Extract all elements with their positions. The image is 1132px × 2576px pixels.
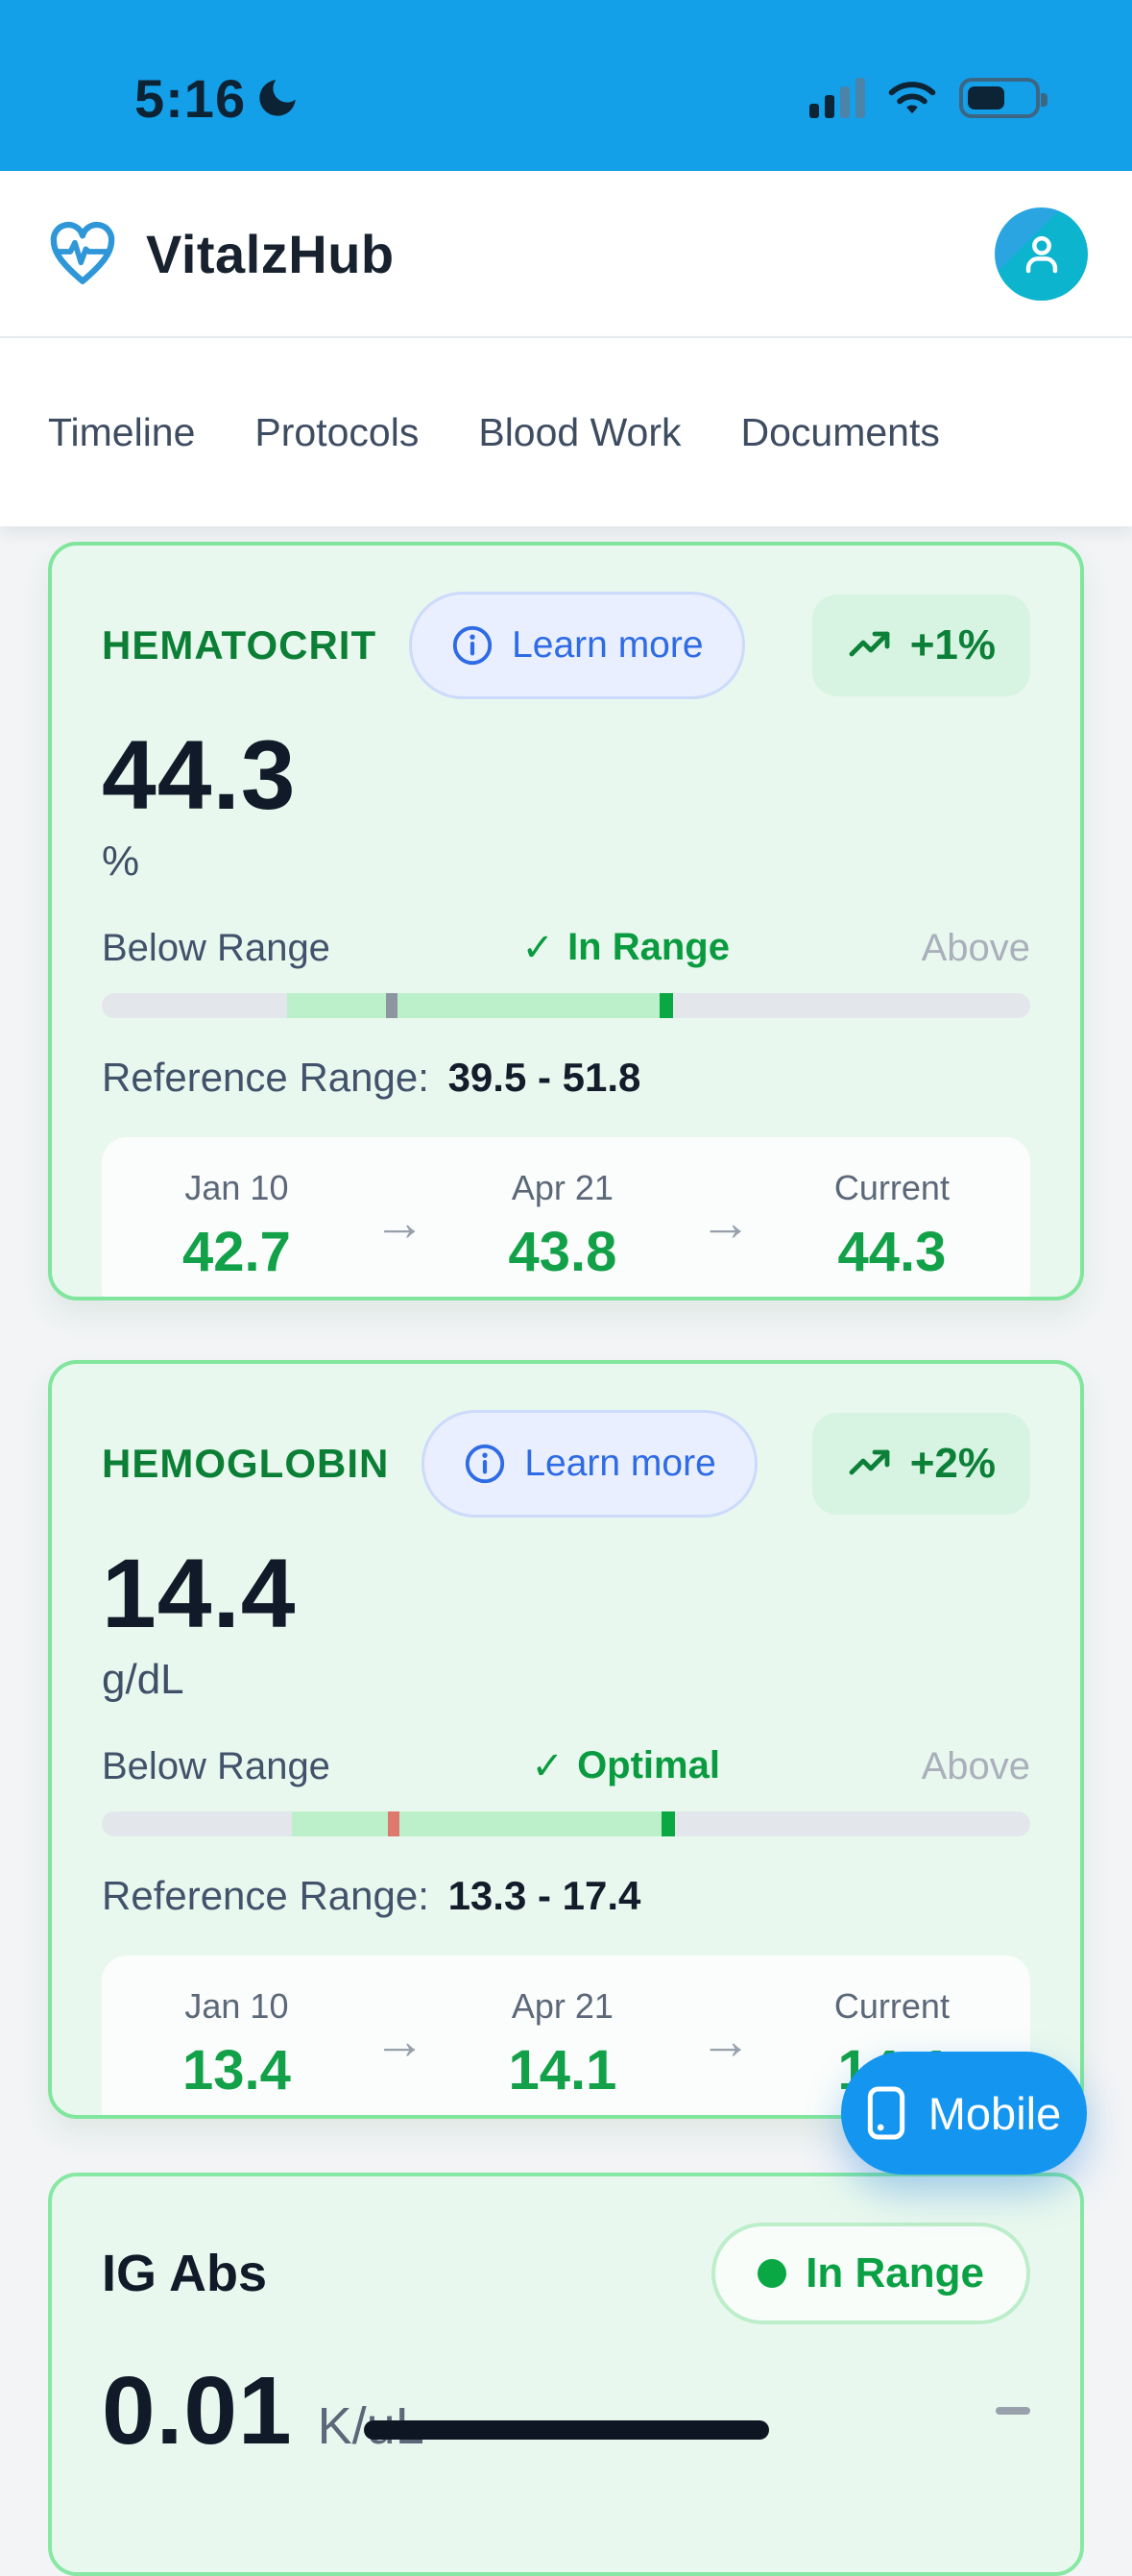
- collapse-dash-icon[interactable]: [996, 2407, 1030, 2415]
- mobile-button-label: Mobile: [927, 2087, 1062, 2139]
- history-label: Current: [833, 1986, 950, 2026]
- tab-protocols[interactable]: Protocols: [254, 409, 420, 454]
- learn-more-label: Learn more: [524, 1443, 716, 1484]
- metric-card-hematocrit: HEMATOCRIT Learn more +1% 44.3 % Below R…: [48, 542, 1084, 1300]
- battery-icon: [959, 78, 1048, 118]
- check-icon: ✓: [531, 1745, 565, 1787]
- mobile-button[interactable]: Mobile: [841, 2052, 1087, 2175]
- history-value: 44.3: [837, 1221, 947, 1283]
- phone-icon: [867, 2086, 904, 2140]
- previous-value-tick: [387, 1811, 399, 1836]
- metric-unit: %: [102, 838, 140, 885]
- range-labels: Below Range ✓ In Range Above: [102, 926, 1030, 970]
- metric-value: 44.3: [102, 720, 297, 830]
- app-header: VitalzHub: [0, 171, 1132, 338]
- history-item: Apr 21 14.1: [508, 1986, 616, 2102]
- history-label: Jan 10: [184, 1986, 289, 2026]
- metric-unit: g/dL: [102, 1656, 184, 1703]
- in-range-status-badge: In Range: [711, 2223, 1030, 2324]
- history-item: Jan 10 42.7: [182, 1168, 291, 1284]
- arrow-right-icon: →: [373, 2011, 426, 2070]
- reference-range-label: Reference Range:: [102, 1873, 429, 1918]
- history-label: Apr 21: [511, 1168, 614, 1207]
- tab-documents[interactable]: Documents: [740, 409, 940, 454]
- previous-value-tick: [385, 993, 397, 1018]
- reference-range-value: 39.5 - 51.8: [447, 1055, 641, 1100]
- learn-more-label: Learn more: [512, 624, 704, 666]
- reference-range: Reference Range: 13.3 - 17.4: [102, 1873, 1030, 1919]
- trend-value: +1%: [909, 621, 996, 668]
- trend-badge: +2%: [811, 1413, 1030, 1515]
- arrow-right-icon: →: [699, 2011, 752, 2070]
- arrow-right-icon: →: [699, 1193, 752, 1252]
- metric-card-hemoglobin: HEMOGLOBIN Learn more +2% 14.4 g/dL Belo…: [48, 1360, 1084, 2119]
- reference-band: [292, 1811, 664, 1836]
- trending-up-icon: [849, 1449, 890, 1475]
- status-dot-icon: [758, 2259, 787, 2288]
- metric-title: IG Abs: [102, 2245, 268, 2302]
- check-icon: ✓: [521, 927, 555, 969]
- value-row: 0.01 K/uL: [102, 2363, 1030, 2459]
- above-range-label: Above: [921, 1745, 1030, 1787]
- moon-icon: [259, 80, 296, 116]
- info-icon: [452, 625, 493, 666]
- status-bar: 5:16: [0, 0, 1132, 171]
- tab-blood-work[interactable]: Blood Work: [478, 409, 682, 454]
- profile-avatar-button[interactable]: [995, 207, 1088, 301]
- history-value: 42.7: [182, 1221, 291, 1283]
- history-label: Current: [833, 1168, 950, 1207]
- card-header: IG Abs In Range: [102, 2223, 1030, 2324]
- nav-tab-bar: Timeline Protocols Blood Work Documents: [0, 338, 1132, 526]
- reference-range-value: 13.3 - 17.4: [447, 1873, 641, 1918]
- trending-up-icon: [849, 631, 890, 657]
- person-icon: [1025, 235, 1057, 274]
- above-range-label: Above: [921, 927, 1030, 969]
- reference-band: [287, 993, 664, 1018]
- below-range-label: Below Range: [102, 927, 330, 969]
- page-content: HEMATOCRIT Learn more +1% 44.3 % Below R…: [0, 526, 1132, 2576]
- status-icons: [809, 78, 1048, 118]
- history-value: 43.8: [508, 1221, 617, 1283]
- metric-value: 14.4: [102, 1539, 297, 1648]
- current-value-marker: [660, 993, 674, 1018]
- metric-value: 0.01: [102, 2357, 293, 2465]
- arrow-right-icon: →: [373, 1193, 426, 1252]
- range-labels: Below Range ✓ Optimal Above: [102, 1744, 1030, 1788]
- cellular-signal-icon: [809, 78, 865, 118]
- learn-more-button[interactable]: Learn more: [421, 1410, 758, 1518]
- history-value: 14.1: [508, 2039, 617, 2102]
- below-range-label: Below Range: [102, 1745, 330, 1787]
- status-label: In Range: [806, 2249, 984, 2297]
- metric-card-ig-abs: IG Abs In Range 0.01 K/uL: [48, 2173, 1084, 2576]
- home-indicator[interactable]: [363, 2420, 769, 2440]
- trend-badge: +1%: [811, 595, 1030, 696]
- card-header: HEMOGLOBIN Learn more +2%: [102, 1410, 1030, 1518]
- range-bar: [102, 993, 1030, 1018]
- current-value-marker: [662, 1811, 676, 1836]
- heart-pulse-logo-icon: [50, 221, 115, 284]
- optimal-label: ✓ Optimal: [531, 1744, 720, 1787]
- tab-timeline[interactable]: Timeline: [48, 409, 196, 454]
- metric-title: HEMOGLOBIN: [102, 1441, 390, 1486]
- history-value: 13.4: [182, 2039, 291, 2102]
- in-range-label: ✓ In Range: [521, 926, 730, 969]
- history-item: Jan 10 13.4: [182, 1986, 291, 2102]
- range-bar: [102, 1811, 1030, 1836]
- history-label: Jan 10: [184, 1168, 289, 1207]
- clock-time: 5:16: [134, 67, 247, 129]
- metric-title: HEMATOCRIT: [102, 622, 377, 668]
- card-header: HEMATOCRIT Learn more +1%: [102, 592, 1030, 699]
- app-title: VitalzHub: [146, 223, 395, 284]
- info-icon: [466, 1444, 505, 1484]
- reference-range-label: Reference Range:: [102, 1055, 429, 1100]
- learn-more-button[interactable]: Learn more: [409, 592, 745, 699]
- history-panel: Jan 10 42.7 → Apr 21 43.8 → Current 44.3: [102, 1137, 1030, 1297]
- reference-range: Reference Range: 39.5 - 51.8: [102, 1055, 1030, 1101]
- history-item: Apr 21 43.8: [508, 1168, 616, 1284]
- history-item: Current 44.3: [834, 1168, 950, 1284]
- history-label: Apr 21: [511, 1986, 614, 2026]
- history-panel: Jan 10 13.4 → Apr 21 14.1 → Current 14.4: [102, 1956, 1030, 2115]
- trend-value: +2%: [909, 1440, 996, 1487]
- wifi-icon: [888, 82, 936, 114]
